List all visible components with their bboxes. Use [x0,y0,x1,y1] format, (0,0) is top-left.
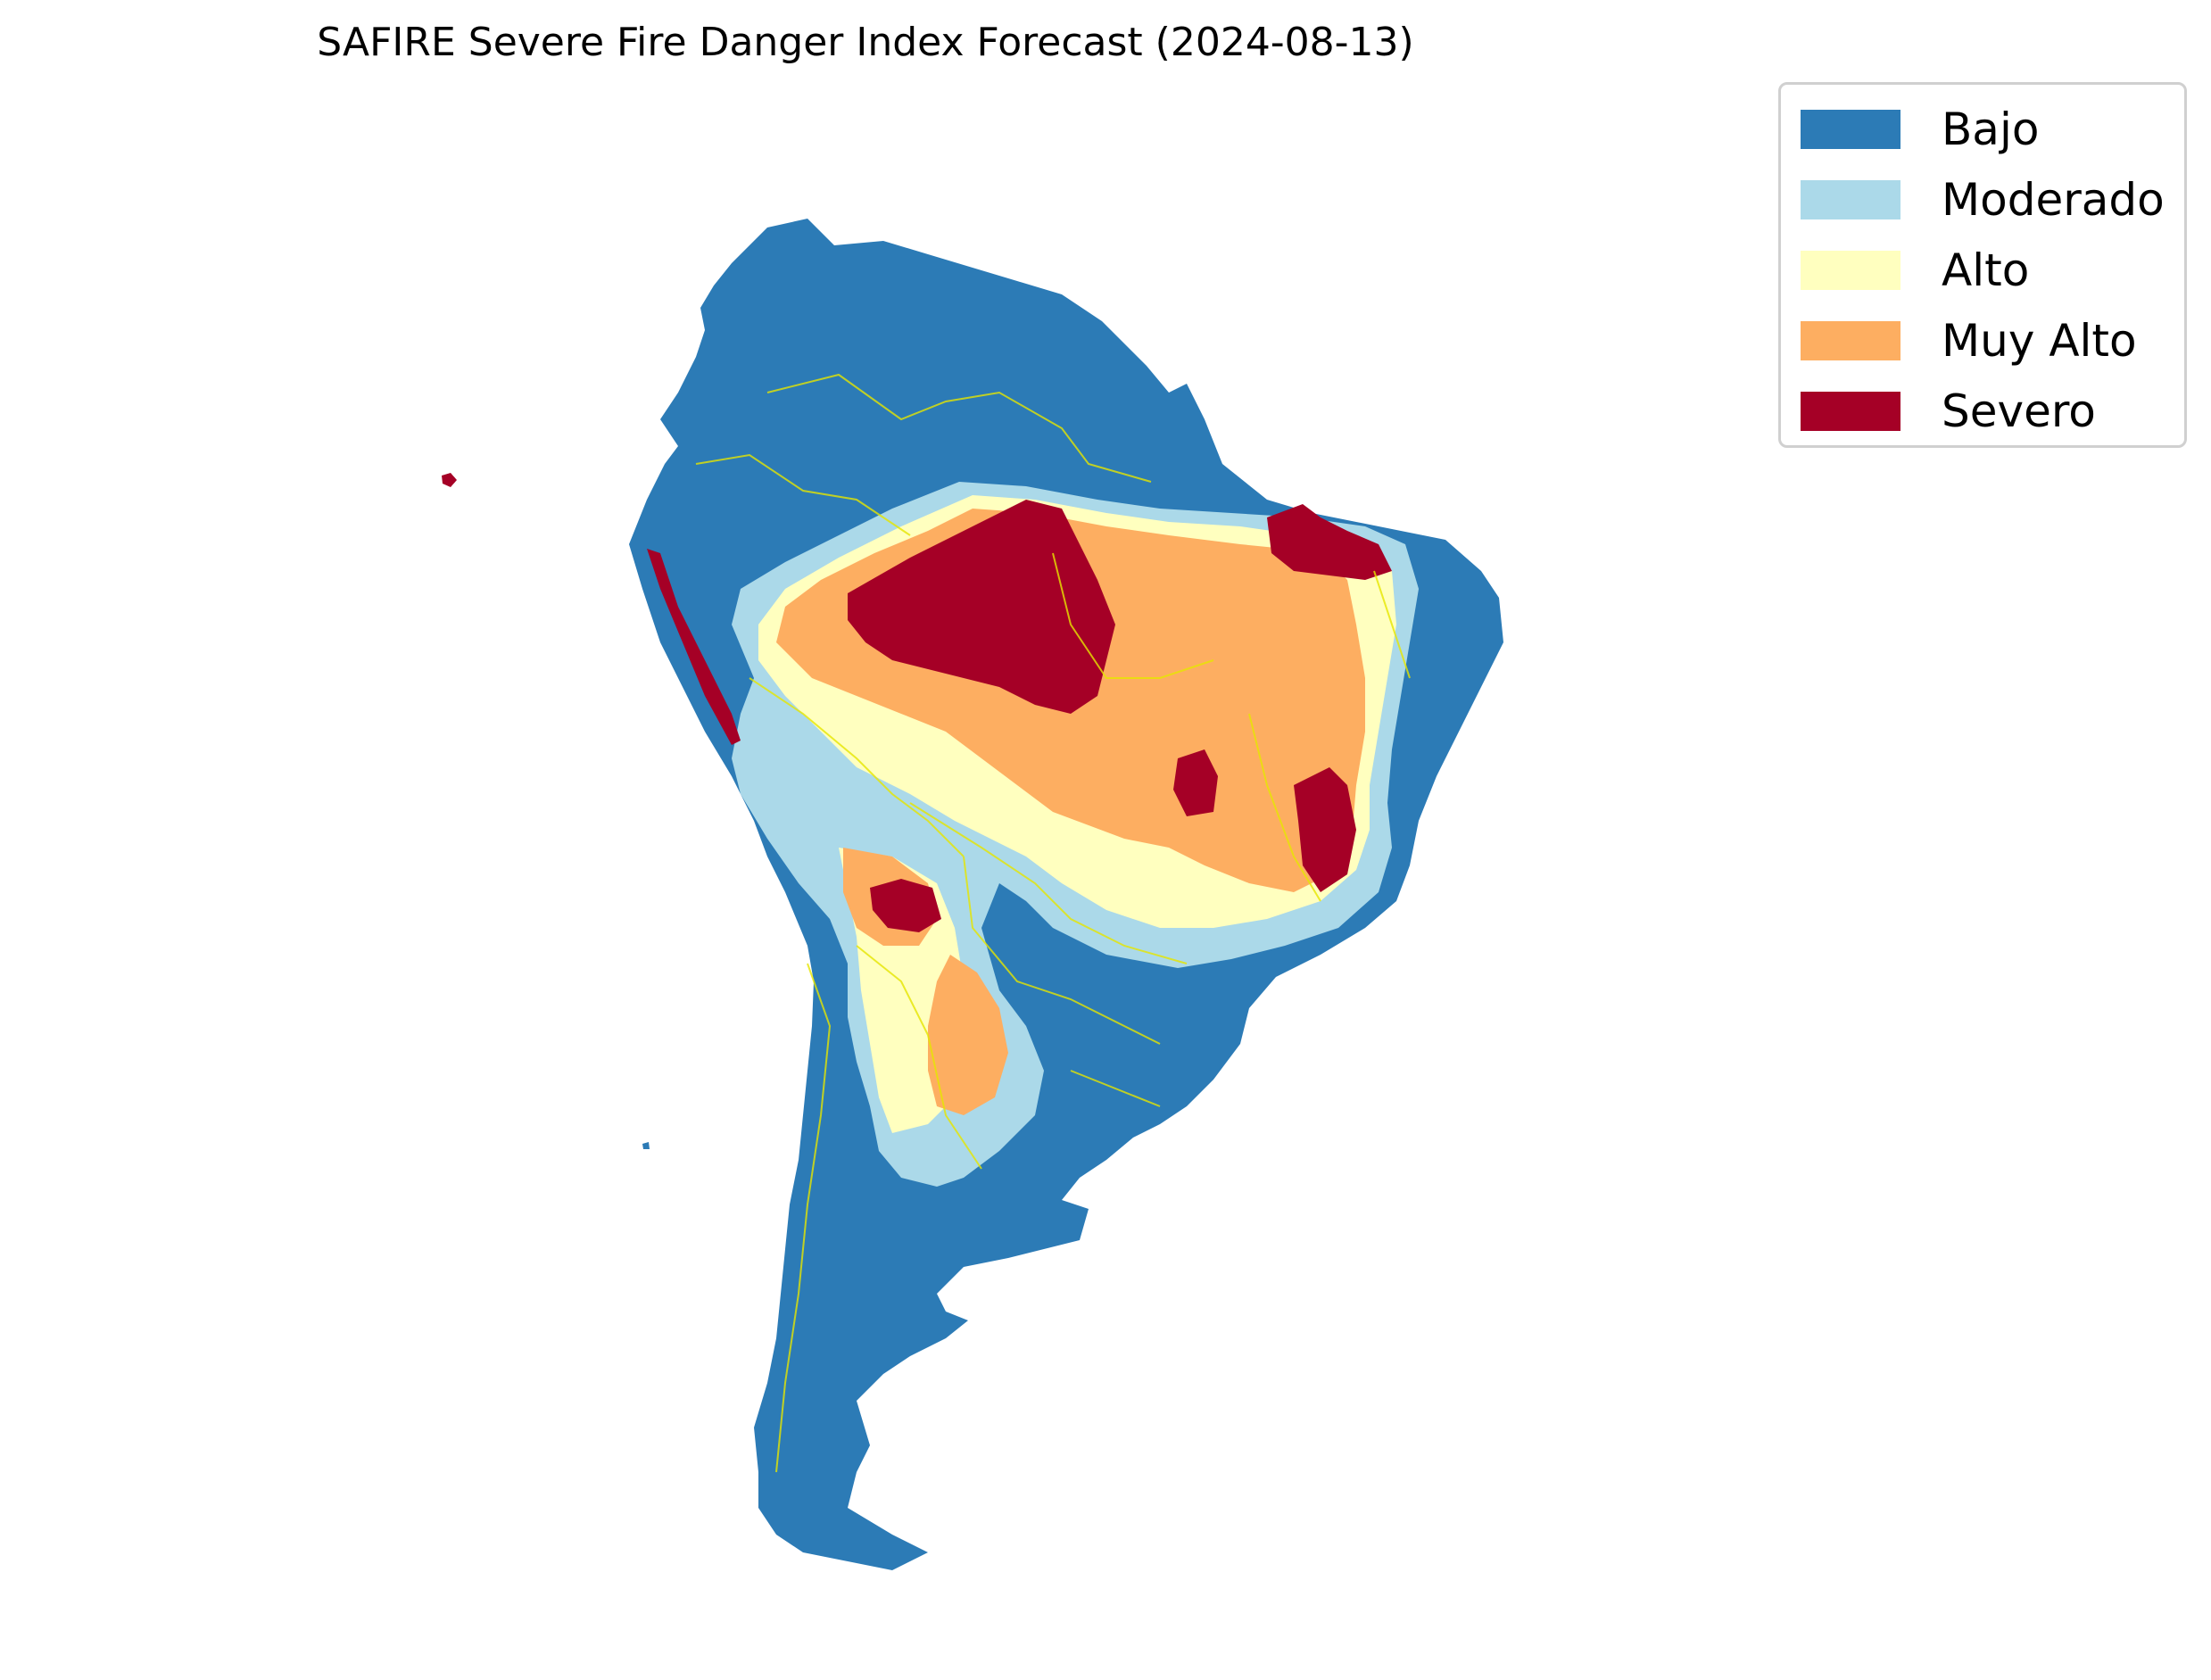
legend-swatch-muy-alto [1801,321,1900,360]
zone-muy-alto-andes [928,955,1008,1115]
legend-label: Severo [1942,385,2096,437]
legend-label: Alto [1942,244,2030,296]
legend-item-muy-alto: Muy Alto [1801,315,2137,367]
country-borders [695,373,1411,1473]
galapagos-islands [442,473,457,487]
zone-severo-central [1173,749,1218,816]
legend-item-alto: Alto [1801,244,2030,296]
legend-swatch-alto [1801,251,1900,290]
zone-severo-peru-coast [647,549,741,745]
legend-label: Muy Alto [1942,315,2137,367]
legend-item-severo: Severo [1801,385,2096,437]
zone-severo-east [1294,767,1356,892]
legend-item-bajo: Bajo [1801,103,2040,155]
legend: Bajo Moderado Alto Muy Alto Severo [1778,82,2187,448]
zone-severo-main [848,500,1115,714]
legend-label: Bajo [1942,103,2040,155]
falkland-islands [642,1142,650,1149]
legend-item-moderado: Moderado [1801,174,2165,226]
legend-swatch-moderado [1801,180,1900,219]
zone-severo-bolivia [870,879,941,932]
map-title: SAFIRE Severe Fire Danger Index Forecast… [317,20,1414,65]
zone-severo-northeast [1267,504,1392,580]
legend-swatch-severo [1801,392,1900,431]
legend-label: Moderado [1942,174,2165,226]
legend-swatch-bajo [1801,110,1900,149]
